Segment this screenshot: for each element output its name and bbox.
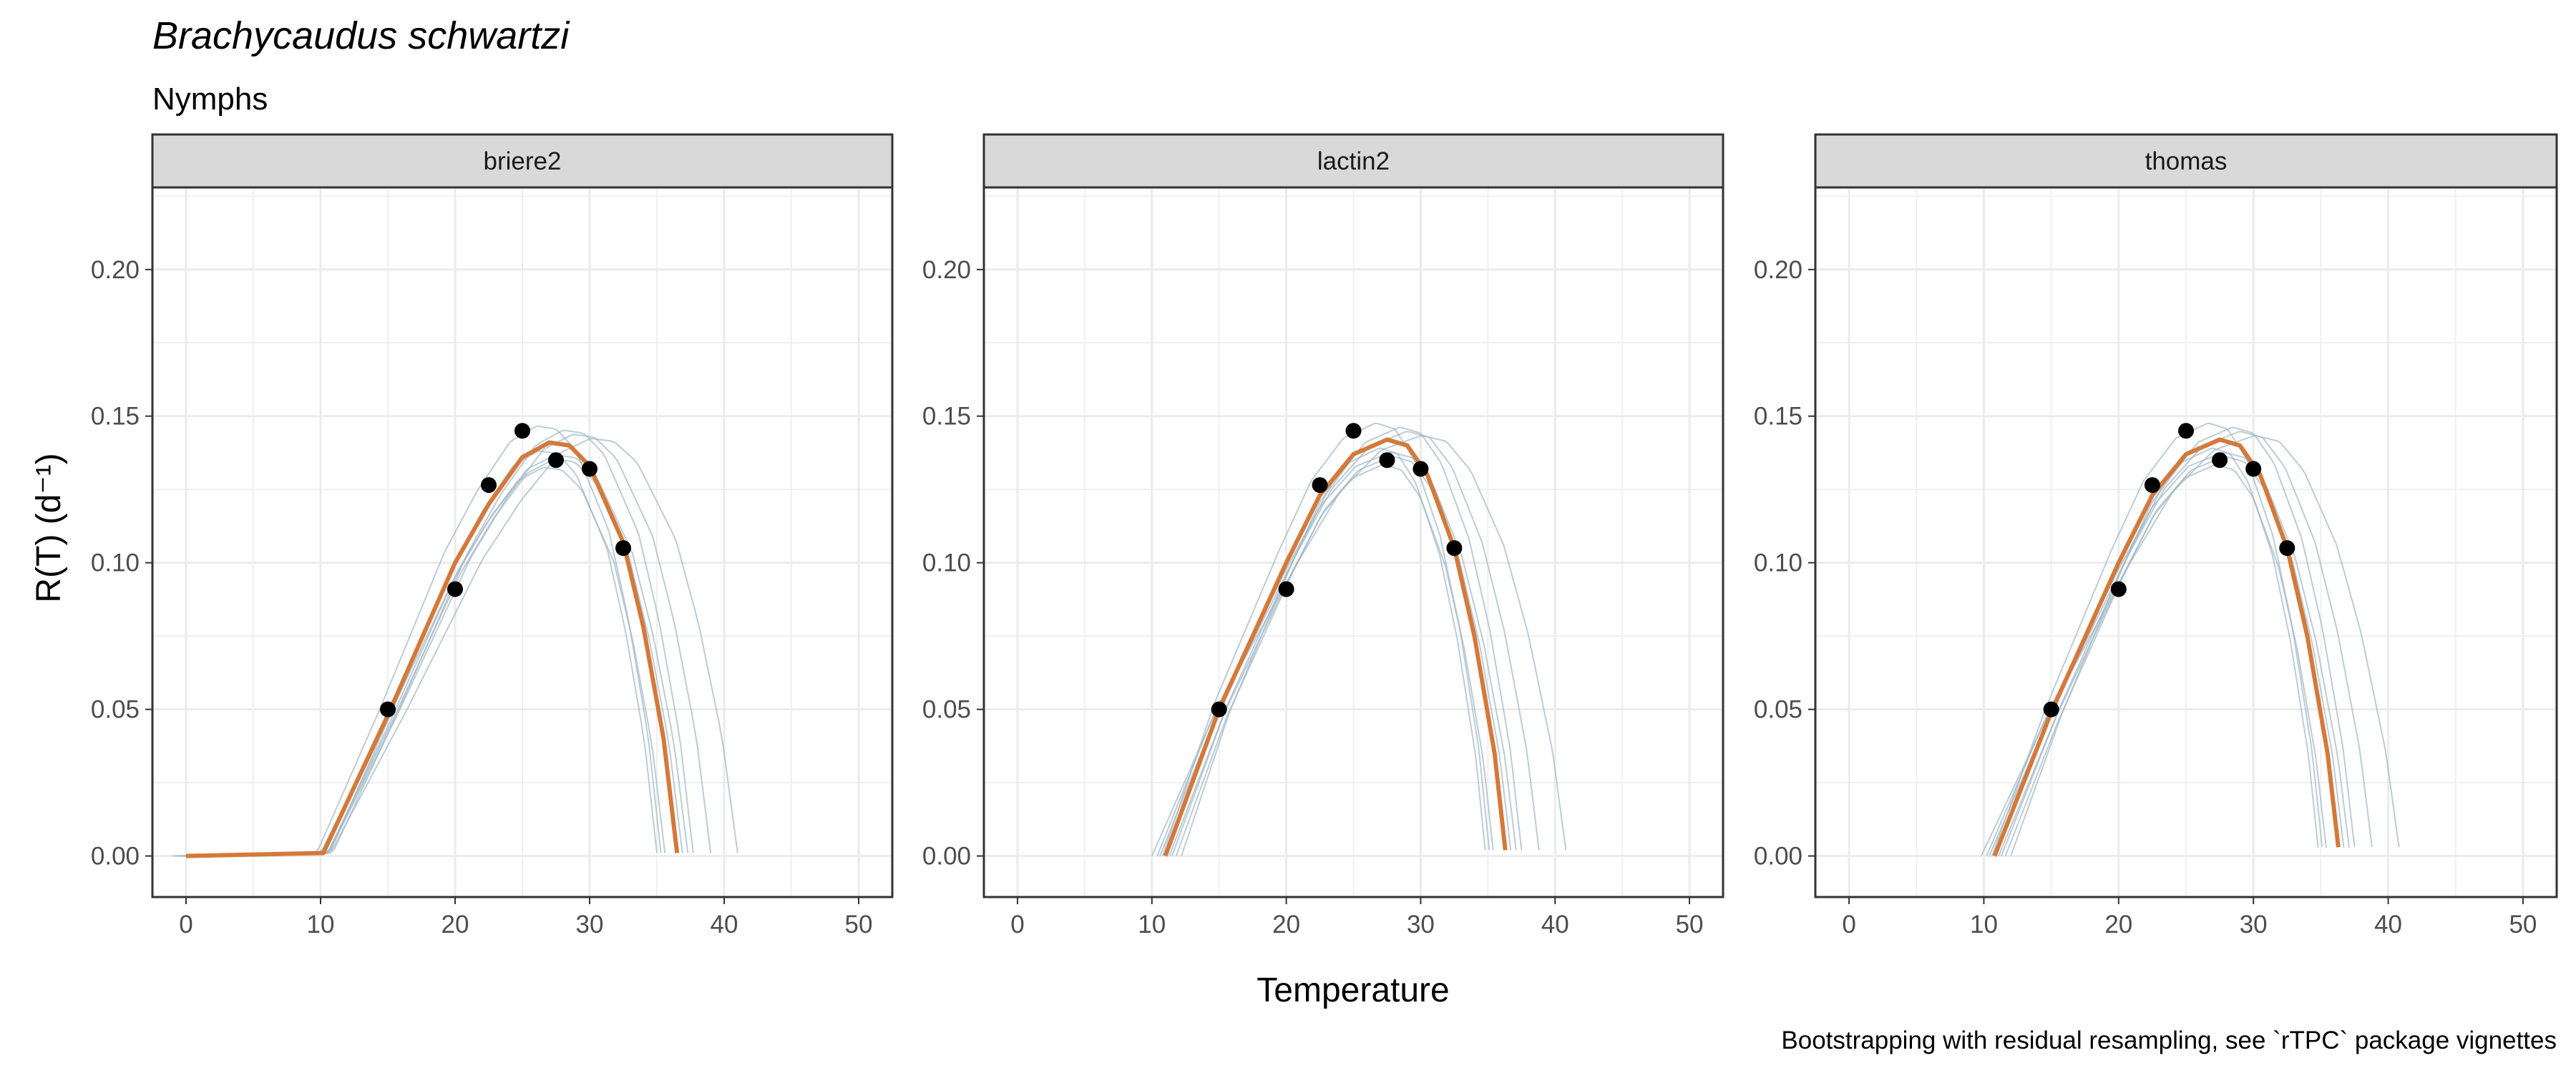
x-axis-label: Temperature [1257,971,1449,1009]
data-point [2212,452,2228,469]
panel-briere2: 0 10 20 30 40 50 0.00 0.05 0.10 0.15 0.20 briere2 [91,133,894,939]
x-tick-label: 0 [1010,911,1024,939]
facet-label: briere2 [484,147,562,175]
facet-strip [982,133,1724,189]
x-tick-label: 50 [1676,911,1704,939]
y-tick-label: 0.10 [1754,549,1802,577]
data-point [582,461,597,477]
data-point [1379,452,1395,469]
data-point [380,701,396,717]
y-axis-label: R(T) (d⁻¹) [30,453,68,602]
data-point [1446,540,1463,557]
y-tick-label: 0.15 [922,403,971,431]
x-tick-label: 20 [441,911,469,939]
data-point [514,423,530,439]
facet-strip [151,133,894,189]
x-tick-label: 10 [1970,911,1998,939]
data-point [1345,423,1362,439]
data-point [2110,581,2127,597]
y-tick-label: 0.20 [91,256,140,284]
data-point [1278,581,1294,597]
bootstrap-curve [2004,464,2327,856]
y-tick-label: 0.20 [922,256,971,284]
chart-title: Brachycaudus schwartzi [152,14,570,57]
bootstrap-curve [2010,447,2319,856]
y-tick-label: 0.00 [1754,843,1802,871]
data-point [548,452,564,469]
data-point [615,540,631,557]
y-tick-label: 0.20 [1754,256,1802,284]
data-point [447,581,463,597]
bootstrap-curve [1181,447,1486,856]
y-tick-label: 0.15 [91,403,140,431]
data-point [2144,477,2160,494]
chart-subtitle: Nymphs [152,82,268,117]
data-point [2178,423,2194,439]
data-point [1312,477,1328,494]
x-tick-label: 10 [1138,911,1166,939]
y-tick-label: 0.10 [922,549,971,577]
x-tick-label: 40 [2374,911,2402,939]
data-point [481,477,497,494]
x-tick-label: 50 [2509,911,2537,939]
y-tick-label: 0.05 [1754,696,1802,724]
y-tick-label: 0.10 [91,549,140,577]
x-tick-label: 20 [1272,911,1300,939]
facet-label: thomas [2145,147,2228,175]
data-point [1211,701,1227,717]
bootstrap-curve [1161,422,1491,856]
x-tick-label: 10 [307,911,335,939]
facet-label: lactin2 [1317,147,1390,175]
x-tick-label: 40 [711,911,738,939]
y-tick-label: 0.00 [922,843,971,871]
caption: Bootstrapping with residual resampling, … [1781,1027,2557,1054]
x-tick-label: 40 [1541,911,1569,939]
fitted-curve [1992,437,2341,857]
x-tick-label: 0 [1842,911,1855,939]
x-tick-label: 30 [576,911,604,939]
x-tick-label: 30 [2240,911,2268,939]
x-tick-label: 30 [1407,911,1435,939]
x-tick-label: 50 [845,911,873,939]
panel-thomas: 0 10 20 30 40 50 0.00 0.05 0.10 0.15 0.20 thomas [1754,133,2558,939]
y-tick-label: 0.05 [91,696,140,724]
y-tick-label: 0.00 [91,843,140,871]
facet-strip [1814,133,2558,189]
x-tick-label: 0 [179,911,192,939]
data-point [2245,461,2262,477]
panel-lactin2: 0 10 20 30 40 50 0.00 0.05 0.10 0.15 0.20 lactin2 [922,133,1724,939]
y-tick-label: 0.15 [1754,403,1802,431]
y-tick-label: 0.05 [922,696,971,724]
data-point [2279,540,2296,557]
x-tick-label: 20 [2104,911,2132,939]
data-point [1413,461,1429,477]
data-point [2043,701,2059,717]
fitted-curve [1163,437,1508,857]
